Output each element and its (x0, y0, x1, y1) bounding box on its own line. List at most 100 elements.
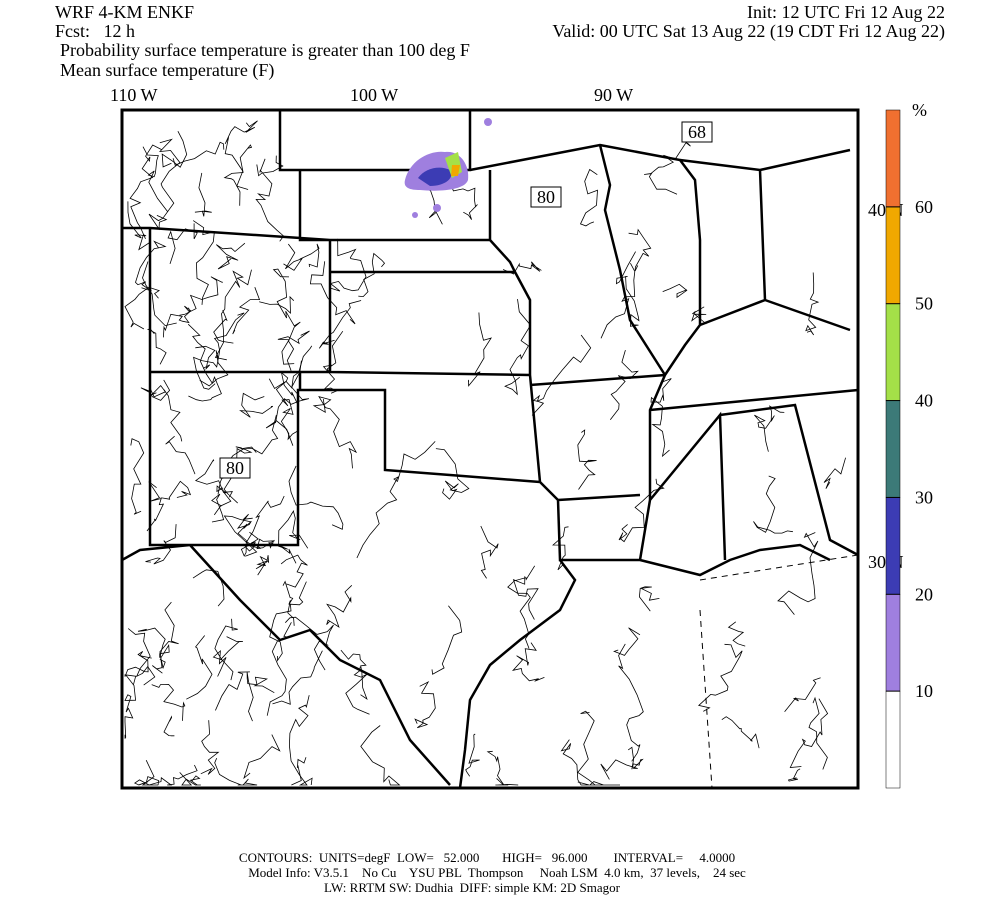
contour-line (243, 734, 281, 780)
valid-time: Valid: 00 UTC Sat 13 Aug 22 (19 CDT Fri … (552, 21, 945, 42)
colorbar: % 10 20 30 40 50 60 (885, 100, 933, 789)
contour-line (223, 144, 253, 206)
contour-line (186, 635, 213, 700)
contour-line (638, 586, 660, 612)
contour-line (787, 768, 801, 782)
contour-label: 68 (681, 121, 713, 143)
dashed-line (699, 554, 859, 789)
contour-label: 80 (219, 457, 251, 479)
contour-line (280, 554, 308, 588)
contour-line (531, 334, 592, 416)
contour-line (697, 643, 743, 712)
colorbar-segment (885, 109, 901, 208)
colorbar-tick-label: 40 (915, 391, 933, 411)
colorbar-tick-label: 30 (915, 487, 933, 507)
contour-line (145, 524, 177, 565)
model-name: WRF 4-KM ENKF (55, 2, 194, 22)
contour-line (223, 415, 279, 504)
contour-line (753, 475, 793, 534)
contour-line (691, 306, 707, 325)
field-subtitle: Mean surface temperature (F) (60, 60, 274, 81)
contour-line (823, 457, 846, 489)
contour-line (309, 261, 356, 325)
contour-line (246, 495, 285, 545)
contour-line (277, 510, 295, 550)
contour-line (345, 666, 370, 715)
contour-line (721, 716, 760, 749)
contour-line (179, 772, 201, 786)
contour-line (579, 168, 598, 227)
contour-line (138, 760, 160, 786)
contour-line (789, 698, 829, 768)
contour-line (127, 628, 156, 686)
colorbar-tick-label: 50 (915, 294, 933, 314)
contour-line (194, 459, 233, 498)
lon-label: 110 W (110, 85, 158, 105)
contour-line (277, 330, 310, 365)
contour-line (213, 485, 232, 516)
contour-line (255, 158, 285, 242)
contour-value: 68 (688, 122, 706, 142)
contour-line (151, 683, 186, 721)
contour-line (224, 120, 258, 190)
contour-line (148, 138, 181, 231)
contour-label: 80 (530, 186, 562, 208)
contour-line (628, 228, 652, 272)
contour-line (480, 525, 499, 579)
contour-line (618, 643, 644, 762)
contour-line (266, 622, 292, 716)
contour-line (285, 616, 334, 671)
contour-line (468, 312, 493, 387)
contour-line (130, 438, 145, 515)
contour-line (239, 392, 274, 418)
contour-line (511, 642, 545, 682)
contour-line (272, 650, 323, 705)
contour-line (194, 172, 212, 217)
contour-value: 80 (537, 187, 555, 207)
contours (124, 120, 846, 786)
contour-line (322, 330, 344, 394)
contour-line (504, 299, 532, 396)
contour-line (124, 286, 161, 330)
contour-line (179, 276, 223, 316)
lon-label: 90 W (594, 85, 633, 105)
footer-line: CONTOURS: UNITS=degF LOW= 52.000 HIGH= 9… (239, 850, 735, 865)
state-borders (120, 110, 859, 789)
contour-line (326, 585, 353, 628)
contour-line (644, 139, 691, 195)
contour-line (129, 144, 162, 240)
contour-line (200, 720, 220, 775)
contour-line (268, 378, 299, 441)
contour-line (288, 465, 344, 530)
footer-line: LW: RRTM SW: Dudhia DIFF: simple KM: 2D … (324, 880, 621, 895)
colorbar-segment (885, 594, 901, 692)
contour-line (215, 671, 250, 711)
contour-line (435, 448, 470, 500)
contour-line (512, 576, 539, 620)
contour-line (340, 649, 368, 701)
contour-line (431, 605, 463, 675)
contour-line (282, 580, 295, 626)
contour-line (211, 493, 225, 523)
contour-line (358, 252, 386, 298)
contour-line (291, 757, 307, 786)
colorbar-tick-label: 20 (915, 584, 933, 604)
contour-line (288, 695, 313, 786)
probability-area (404, 118, 492, 218)
contour-line (552, 526, 575, 579)
contour-line (152, 601, 179, 674)
contour-line (142, 261, 177, 327)
contour-line (805, 272, 820, 336)
footer-line: Model Info: V3.5.1 No Cu YSU PBL Thompso… (248, 865, 746, 880)
contour-line (220, 636, 243, 681)
contour-line (161, 131, 188, 168)
contour-line (777, 532, 819, 615)
contour-line (600, 263, 636, 339)
contour-line (214, 269, 252, 361)
colorbar-unit: % (912, 100, 927, 120)
contour-line (356, 441, 436, 559)
contour-line (167, 223, 198, 265)
contour-line (195, 345, 216, 371)
contour-line (127, 201, 150, 251)
contour-line (269, 581, 307, 662)
